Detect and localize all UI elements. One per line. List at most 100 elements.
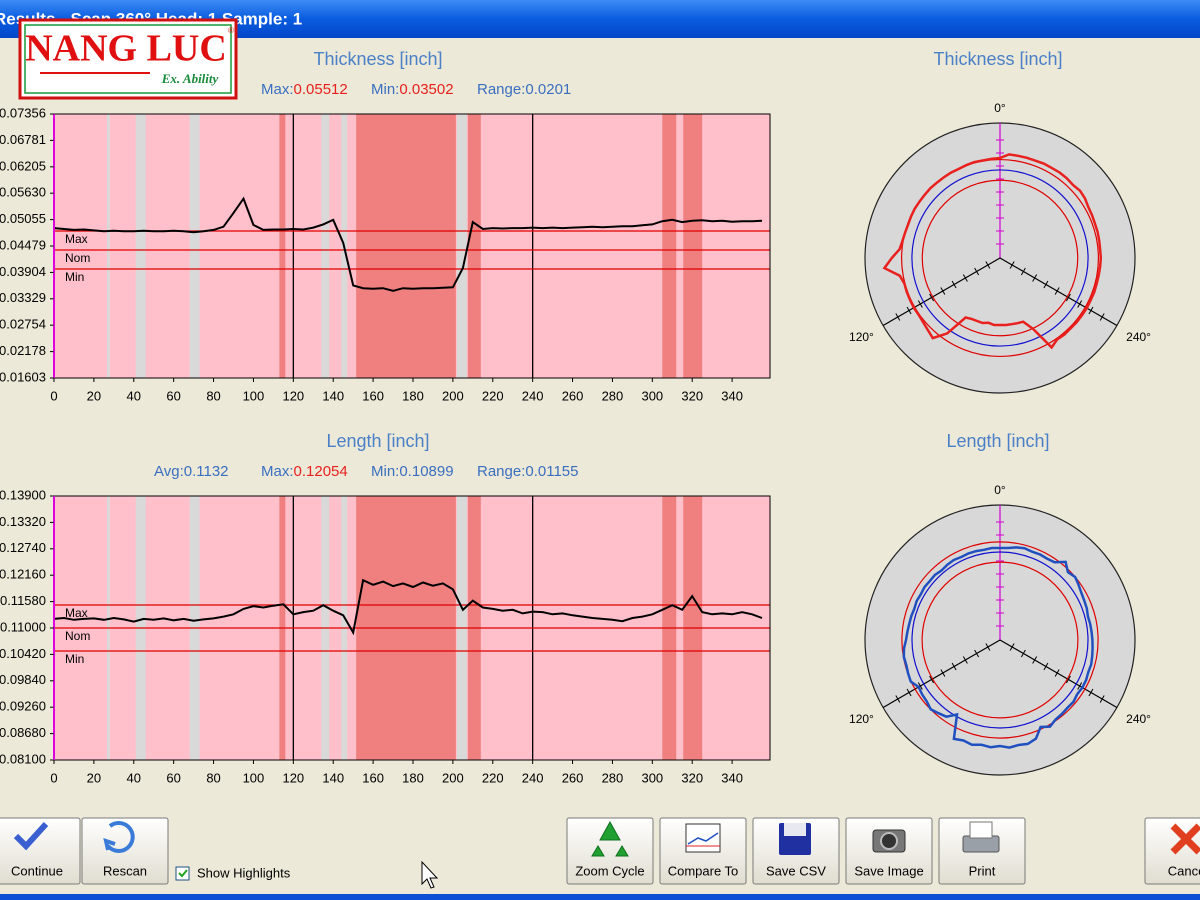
stat-value: 0.1132 xyxy=(184,463,229,480)
x-tick-label: 0 xyxy=(50,770,57,785)
x-tick-label: 60 xyxy=(166,770,180,785)
logo: NANG LUC ® Ex. Ability xyxy=(18,18,238,100)
spoke-tick xyxy=(906,688,912,697)
spoke-tick xyxy=(940,669,946,677)
button[interactable]: Save CSV xyxy=(752,817,840,885)
icon-camera-lens xyxy=(880,832,898,850)
polar-angle-label: 0° xyxy=(994,483,1006,497)
x-tick-label: 20 xyxy=(87,388,101,403)
stat-value: 0.12054 xyxy=(294,463,348,480)
y-tick-label: 0.09260 xyxy=(0,699,46,714)
stat: Min:0.10899 xyxy=(371,463,454,480)
highlight-band xyxy=(279,114,286,378)
y-tick-label: 0.13320 xyxy=(0,514,46,529)
button[interactable]: Print xyxy=(938,817,1026,885)
x-tick-label: 340 xyxy=(721,770,743,785)
polar-spoke xyxy=(999,639,1118,709)
checkbox-check xyxy=(178,869,188,878)
button-label[interactable]: Print xyxy=(969,863,996,878)
logo-tagline: Ex. Ability xyxy=(161,71,219,86)
y-tick-label: 0.01603 xyxy=(0,369,46,384)
button-label[interactable]: Save CSV xyxy=(766,863,826,878)
window-border xyxy=(0,894,1200,900)
button-face[interactable] xyxy=(566,817,654,885)
icon-recycle xyxy=(591,820,629,857)
spoke-tick xyxy=(951,662,957,671)
stat-label: Range: xyxy=(477,463,525,480)
button[interactable]: Rescan xyxy=(81,817,169,885)
y-tick-label: 0.04479 xyxy=(0,237,46,252)
checkbox-box[interactable] xyxy=(175,866,190,881)
y-tick-label: 0.05630 xyxy=(0,185,46,200)
stat: Max:0.05512 xyxy=(261,81,348,98)
x-tick-label: 100 xyxy=(243,770,265,785)
spoke-tick xyxy=(929,675,935,684)
button-face[interactable] xyxy=(0,817,81,885)
x-tick-label: 300 xyxy=(641,388,663,403)
button-label[interactable]: Compare To xyxy=(668,863,739,878)
stat-value: 0.03502 xyxy=(399,81,453,98)
spoke-tick xyxy=(1088,306,1094,315)
spoke-tick xyxy=(917,300,923,308)
x-tick-label: 320 xyxy=(681,388,703,403)
spoke-tick xyxy=(1020,649,1026,658)
highlight-band xyxy=(106,114,110,378)
data-line xyxy=(53,196,763,292)
spoke-tick xyxy=(940,287,946,295)
stat: Max:0.12054 xyxy=(261,463,348,480)
spoke-tick xyxy=(974,267,980,276)
polar-curve xyxy=(902,546,1094,749)
limit-label: Max xyxy=(65,606,88,620)
logo-frame xyxy=(18,18,238,100)
x-tick-label: 80 xyxy=(206,388,220,403)
icon-cancel xyxy=(1170,823,1200,855)
logo-inner xyxy=(24,24,232,94)
button[interactable]: Zoom Cycle xyxy=(566,817,654,885)
x-tick-label: 340 xyxy=(721,388,743,403)
spoke-tick xyxy=(985,261,991,269)
button-label[interactable]: Rescan xyxy=(103,863,147,878)
button[interactable]: Save Image xyxy=(845,817,933,885)
icon-chart xyxy=(685,823,721,853)
icon-check xyxy=(13,821,49,851)
y-tick-label: 0.13900 xyxy=(0,487,46,502)
checkbox[interactable]: Show Highlights xyxy=(175,865,291,881)
highlight-band xyxy=(456,114,467,378)
spoke-tick xyxy=(951,280,957,289)
spoke-tick xyxy=(1065,675,1071,684)
stat-label: Max: xyxy=(261,81,294,98)
spoke-tick xyxy=(962,274,968,282)
highlight-band xyxy=(662,114,677,378)
button-label[interactable]: Save Image xyxy=(854,863,923,878)
checkbox-label[interactable]: Show Highlights xyxy=(197,865,291,880)
x-tick-label: 60 xyxy=(166,388,180,403)
icon-paper xyxy=(969,821,993,839)
spoke-tick xyxy=(1077,682,1083,690)
button-label[interactable]: Cancel xyxy=(1168,863,1200,878)
button[interactable]: Continue xyxy=(0,817,81,885)
button[interactable]: Cancel xyxy=(1144,817,1200,885)
stat-value: 0.0201 xyxy=(525,81,571,98)
stat-label: Range: xyxy=(477,81,525,98)
polar-spoke xyxy=(882,639,1001,709)
x-tick-label: 40 xyxy=(127,770,141,785)
x-tick-label: 80 xyxy=(206,770,220,785)
icon-floppy-label xyxy=(784,823,806,836)
stat-label: Min: xyxy=(371,463,399,480)
x-tick-label: 160 xyxy=(362,770,384,785)
polar-angle-label: 240° xyxy=(1126,330,1151,344)
polar-title: Thickness [inch] xyxy=(933,49,1062,69)
highlight-band xyxy=(135,114,146,378)
x-tick-label: 220 xyxy=(482,770,504,785)
stat: Range:0.0201 xyxy=(477,81,571,98)
button[interactable]: Compare To xyxy=(659,817,747,885)
highlight-band xyxy=(356,114,456,378)
x-tick-label: 200 xyxy=(442,388,464,403)
button-label[interactable]: Continue xyxy=(11,863,63,878)
spoke-tick xyxy=(1020,267,1026,276)
y-tick-label: 0.03329 xyxy=(0,290,46,305)
stat-value: 0.05512 xyxy=(294,81,348,98)
limit-label: Max xyxy=(65,232,88,246)
button-label[interactable]: Zoom Cycle xyxy=(575,863,644,878)
mouse-cursor xyxy=(421,860,439,889)
